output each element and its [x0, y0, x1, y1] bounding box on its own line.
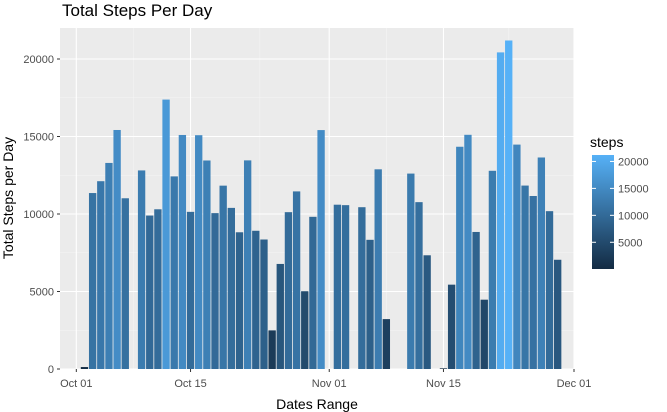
- bar: [211, 213, 219, 369]
- chart-title: Total Steps Per Day: [62, 1, 213, 20]
- y-tick-label: 15000: [23, 132, 54, 144]
- bar: [203, 160, 211, 369]
- bar: [537, 157, 546, 369]
- bar: [252, 230, 260, 369]
- bar: [447, 284, 456, 369]
- bar: [301, 291, 309, 369]
- legend-break-label: 15000: [618, 183, 649, 195]
- bar: [439, 368, 448, 369]
- legend-break-label: 10000: [618, 210, 649, 222]
- legend-break-label: 20000: [618, 156, 649, 168]
- bar: [333, 204, 342, 369]
- bar: [162, 99, 170, 369]
- bar: [292, 191, 301, 369]
- bar: [488, 170, 497, 369]
- bar: [186, 211, 195, 369]
- legend-breaks: 5000 10000 15000 20000: [592, 156, 649, 249]
- bar: [374, 169, 382, 369]
- bar: [80, 367, 89, 369]
- bar: [505, 40, 513, 370]
- x-axis: Oct 01 Oct 15 Nov 01 Nov 15 Dec 01: [60, 369, 591, 390]
- bar: [154, 209, 162, 369]
- x-axis-title: Dates Range: [276, 396, 358, 412]
- bar: [146, 215, 154, 369]
- legend-title: steps: [590, 134, 623, 150]
- bar: [317, 130, 325, 369]
- x-tick-label: Nov 01: [312, 378, 347, 390]
- x-tick-label: Nov 15: [426, 378, 461, 390]
- bar: [113, 129, 121, 369]
- bar: [407, 173, 415, 369]
- bar: [170, 176, 178, 369]
- bar: [358, 207, 366, 369]
- bar: [529, 195, 537, 369]
- bar: [276, 263, 284, 369]
- major-gridlines: [60, 28, 575, 370]
- bar: [227, 207, 235, 369]
- y-axis: 0 5000 10000 15000 20000: [23, 54, 60, 376]
- y-axis-title: Total Steps per Day: [0, 137, 16, 259]
- bar: [284, 212, 293, 369]
- bar: [554, 259, 562, 369]
- bar: [268, 330, 276, 369]
- bar: [472, 231, 480, 369]
- bar: [513, 144, 521, 369]
- bar: [88, 193, 97, 369]
- bar: [496, 52, 505, 369]
- bar: [219, 185, 227, 369]
- legend-colorbar: [592, 155, 614, 269]
- y-tick-label: 20000: [23, 54, 54, 66]
- legend-break-label: 5000: [618, 237, 642, 249]
- bar: [480, 299, 488, 369]
- x-tick-label: Dec 01: [557, 378, 592, 390]
- y-tick-label: 5000: [30, 287, 54, 299]
- bar: [382, 319, 391, 369]
- bar: [423, 255, 431, 369]
- bar: [243, 160, 252, 369]
- bar: [195, 135, 203, 369]
- bars-group: [80, 40, 562, 370]
- bar: [97, 181, 105, 369]
- bar: [456, 146, 464, 369]
- bar: [545, 211, 554, 369]
- x-tick-label: Oct 01: [60, 378, 92, 390]
- color-legend: steps 5000 10000 15000 20000: [590, 134, 649, 269]
- bar: [121, 198, 129, 369]
- bar: [415, 202, 423, 369]
- y-tick-label: 10000: [23, 209, 54, 221]
- plot-panel: [60, 28, 574, 369]
- y-tick-label: 0: [48, 364, 54, 376]
- bar: [341, 205, 350, 369]
- bar: [521, 185, 529, 369]
- x-tick-label: Oct 15: [174, 378, 206, 390]
- bar: [260, 239, 268, 369]
- bar: [464, 134, 472, 369]
- bar: [366, 239, 374, 369]
- bar: [137, 170, 146, 369]
- bar: [235, 232, 244, 369]
- bar: [178, 134, 187, 369]
- bar: [309, 216, 317, 369]
- bar: [105, 162, 113, 369]
